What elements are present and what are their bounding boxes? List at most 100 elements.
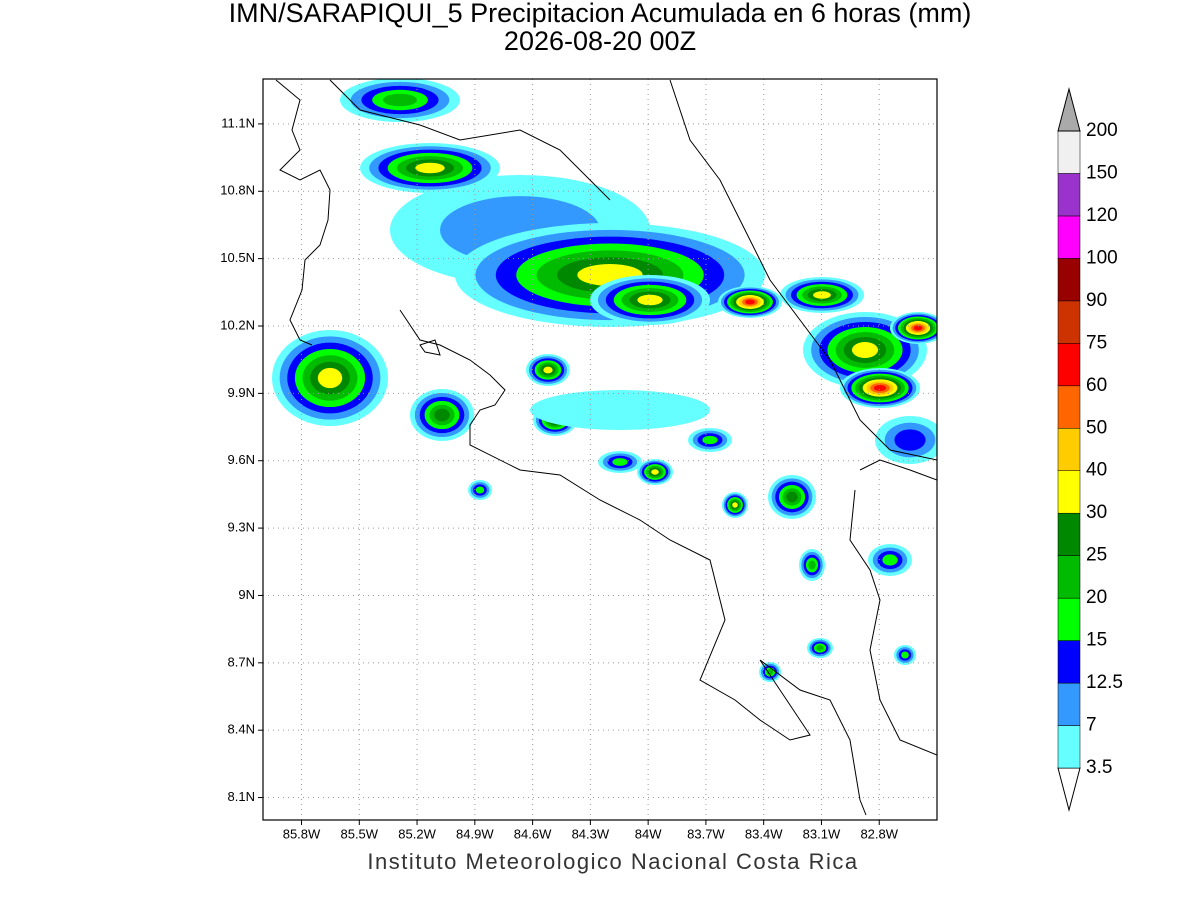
title: IMN/SARAPIQUI_5 Precipitacion Acumulada … bbox=[229, 0, 972, 28]
colorbar-box bbox=[1057, 385, 1081, 429]
y-tick-label: 10.8N bbox=[220, 183, 255, 198]
rain-cell bbox=[768, 475, 816, 519]
coastline bbox=[275, 79, 937, 816]
colorbar-box bbox=[1057, 130, 1081, 174]
x-tick-label: 84.9W bbox=[456, 826, 494, 841]
rain-cell bbox=[875, 416, 937, 464]
y-tick-label: 8.1N bbox=[228, 789, 255, 804]
rain-contour bbox=[612, 458, 628, 466]
colorbar-label: 3.5 bbox=[1086, 757, 1112, 778]
rain-contour bbox=[873, 384, 887, 392]
colorbar-label: 30 bbox=[1086, 502, 1107, 523]
rain-contour bbox=[732, 502, 738, 508]
colorbar-box bbox=[1057, 428, 1081, 471]
rain-cell bbox=[868, 544, 912, 576]
plot-area bbox=[263, 79, 937, 820]
colorbar-box bbox=[1057, 682, 1081, 726]
rain-cell bbox=[894, 645, 916, 665]
colorbar-label: 120 bbox=[1086, 205, 1118, 226]
rain-contour bbox=[816, 645, 824, 651]
rain-cell bbox=[410, 389, 474, 441]
rain-cell bbox=[360, 143, 500, 193]
rain-cell bbox=[340, 79, 460, 122]
rain-cell bbox=[807, 638, 833, 658]
x-tick-label: 85.2W bbox=[398, 826, 436, 841]
rain-cell bbox=[722, 492, 748, 518]
y-tick-label: 8.4N bbox=[228, 722, 255, 737]
x-tick-label: 85.8W bbox=[283, 826, 321, 841]
colorbar-label: 50 bbox=[1086, 417, 1107, 438]
colorbar-label: 200 bbox=[1086, 120, 1118, 141]
colorbar-under bbox=[1057, 767, 1081, 812]
colorbar-label: 100 bbox=[1086, 247, 1118, 268]
rain-contour bbox=[651, 469, 659, 475]
colorbar-label: 150 bbox=[1086, 162, 1118, 183]
rain-contour bbox=[434, 408, 450, 422]
rain-cell bbox=[590, 275, 710, 325]
colorbar-label: 25 bbox=[1086, 545, 1107, 566]
rain-contour bbox=[745, 299, 755, 305]
rain-contour bbox=[382, 93, 418, 107]
colorbar-box bbox=[1057, 215, 1081, 259]
colorbar-label: 90 bbox=[1086, 290, 1107, 311]
rain-contour bbox=[530, 390, 710, 430]
y-tick-label: 9.9N bbox=[228, 385, 255, 400]
colorbar-label: 20 bbox=[1086, 587, 1107, 608]
colorbar-over bbox=[1057, 87, 1081, 132]
rain-contour bbox=[415, 162, 445, 174]
precipitation-field bbox=[272, 79, 937, 682]
rain-cell bbox=[468, 480, 492, 500]
rain-cell bbox=[598, 451, 642, 473]
colorbar-box bbox=[1057, 300, 1081, 344]
rain-cell bbox=[688, 428, 732, 452]
colorbar-label: 75 bbox=[1086, 332, 1107, 353]
rain-cell bbox=[840, 368, 920, 408]
rain-contour bbox=[786, 491, 798, 503]
colorbar-box bbox=[1057, 343, 1081, 387]
plot-frame bbox=[262, 78, 938, 821]
y-tick-label: 10.2N bbox=[220, 317, 255, 332]
x-tick-label: 85.5W bbox=[340, 826, 378, 841]
rain-contour bbox=[913, 325, 923, 331]
y-tick-label: 9.6N bbox=[228, 452, 255, 467]
colorbar-label: 40 bbox=[1086, 460, 1107, 481]
colorbar-box bbox=[1057, 640, 1081, 684]
rain-cell bbox=[272, 330, 388, 426]
rain-contour bbox=[808, 560, 816, 570]
colorbar-box bbox=[1057, 725, 1081, 769]
x-tick-label: 84W bbox=[635, 826, 662, 841]
colorbar-box bbox=[1057, 173, 1081, 217]
rain-contour bbox=[475, 486, 485, 494]
y-tick-label: 8.7N bbox=[228, 654, 255, 669]
rain-contour bbox=[543, 366, 553, 374]
colorbar-box bbox=[1057, 597, 1081, 641]
colorbar-label: 7 bbox=[1086, 715, 1097, 736]
rain-cell bbox=[799, 549, 825, 581]
rain-cell bbox=[890, 312, 937, 344]
colorbar-box bbox=[1057, 512, 1081, 556]
colorbar: 3.5 7 12.5 15 20 25 30 40 50 60 75 90 100 120 150 200 bbox=[1057, 87, 1123, 812]
footer: Instituto Meteorologico Nacional Costa R… bbox=[367, 849, 858, 874]
rain-cell bbox=[780, 277, 864, 313]
rain-contour bbox=[882, 554, 898, 566]
rain-cell bbox=[637, 459, 673, 485]
rain-contour bbox=[637, 294, 663, 306]
x-tick-label: 83.7W bbox=[687, 826, 725, 841]
rain-cell bbox=[526, 354, 570, 386]
x-tick-label: 83.1W bbox=[803, 826, 841, 841]
colorbar-box bbox=[1057, 470, 1081, 514]
y-tick-label: 10.5N bbox=[220, 250, 255, 265]
colorbar-box bbox=[1057, 555, 1081, 599]
colorbar-label: 15 bbox=[1086, 630, 1107, 651]
rain-cell bbox=[718, 286, 782, 318]
rain-contour bbox=[894, 429, 926, 451]
rain-contour bbox=[317, 367, 343, 389]
rain-cell bbox=[759, 662, 781, 682]
colorbar-label: 12.5 bbox=[1086, 672, 1123, 693]
rain-cell bbox=[530, 390, 710, 430]
rain-contour bbox=[813, 291, 831, 299]
rain-contour bbox=[851, 342, 879, 358]
y-tick-label: 11.1N bbox=[221, 115, 255, 130]
rain-contour bbox=[901, 651, 909, 659]
